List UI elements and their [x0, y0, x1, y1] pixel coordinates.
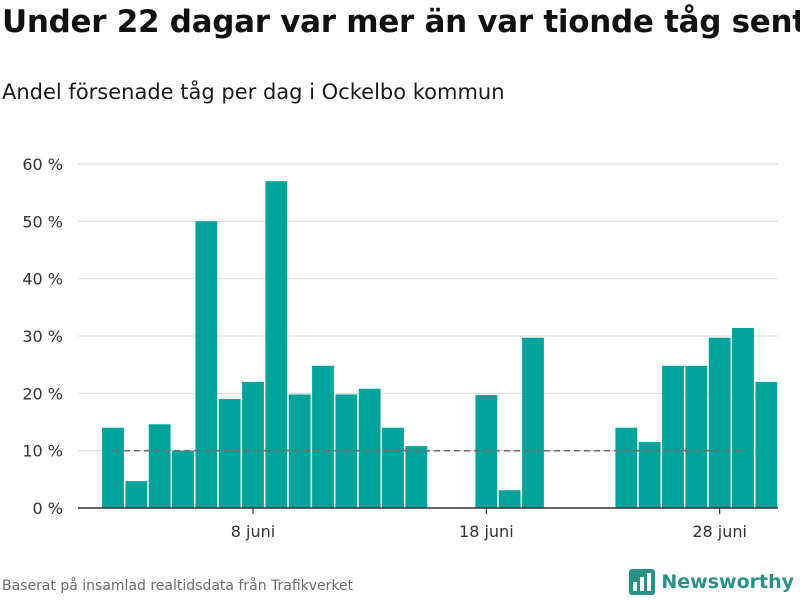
bar	[218, 399, 241, 508]
bar	[498, 490, 521, 508]
bar	[195, 221, 218, 509]
y-tick-label: 60 %	[22, 155, 63, 174]
bar	[312, 365, 334, 508]
source-note: Baserat på insamlad realtidsdata från Tr…	[2, 578, 354, 594]
x-tick-label: 8 juni	[231, 522, 275, 541]
bar	[522, 337, 544, 508]
bar	[638, 442, 661, 508]
brand-logo[interactable]: Newsworthy	[629, 569, 794, 595]
chart-title: Under 22 dagar var mer än var tionde tåg…	[2, 4, 800, 40]
bar	[148, 424, 171, 508]
y-tick-label: 20 %	[22, 384, 63, 403]
bar	[265, 181, 288, 508]
bar	[685, 365, 708, 508]
bar-chart-logo-icon	[629, 569, 656, 595]
y-tick-label: 0 %	[33, 499, 63, 518]
bar	[125, 481, 148, 508]
bar	[405, 446, 428, 508]
bar	[732, 327, 754, 508]
bar	[615, 427, 638, 508]
brand-name: Newsworthy	[661, 571, 794, 593]
bar	[358, 388, 381, 508]
y-tick-label: 50 %	[22, 212, 63, 231]
bar	[755, 381, 778, 508]
bar	[662, 365, 684, 508]
bar	[242, 381, 264, 508]
bar	[382, 427, 404, 508]
y-tick-label: 40 %	[22, 270, 63, 289]
chart-subtitle: Andel försenade tåg per dag i Ockelbo ko…	[2, 80, 505, 104]
x-tick-label: 28 juni	[692, 522, 747, 541]
x-tick-label: 18 juni	[459, 522, 514, 541]
bar	[475, 395, 498, 508]
y-tick-label: 10 %	[22, 442, 63, 461]
y-tick-label: 30 %	[22, 327, 63, 346]
bar	[172, 450, 194, 508]
bar	[708, 337, 731, 508]
bar	[102, 427, 124, 508]
